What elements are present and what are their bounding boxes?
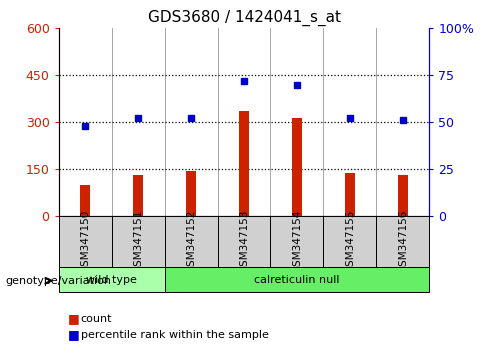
Bar [270, 216, 324, 267]
Text: wild type: wild type [86, 275, 137, 285]
Bar [59, 267, 164, 292]
Text: GSM347151: GSM347151 [133, 210, 143, 273]
Text: genotype/variation: genotype/variation [5, 276, 111, 286]
Bar [292, 118, 302, 216]
Bar [164, 216, 218, 267]
Bar [81, 185, 90, 216]
Text: GSM347152: GSM347152 [186, 210, 196, 273]
Bar [186, 171, 196, 216]
Bar [164, 267, 429, 292]
Bar [112, 216, 164, 267]
Bar [324, 216, 376, 267]
Text: count: count [81, 314, 112, 324]
Bar [218, 216, 270, 267]
Text: ■: ■ [68, 328, 80, 341]
Text: GSM347155: GSM347155 [345, 210, 355, 273]
Title: GDS3680 / 1424041_s_at: GDS3680 / 1424041_s_at [147, 9, 341, 25]
Text: GSM347153: GSM347153 [239, 210, 249, 273]
Bar [398, 175, 407, 216]
Text: ■: ■ [68, 312, 80, 325]
Text: GSM347150: GSM347150 [80, 210, 90, 273]
Bar [376, 216, 429, 267]
Text: GSM347154: GSM347154 [292, 210, 302, 273]
Text: calreticulin null: calreticulin null [254, 275, 340, 285]
Bar [345, 173, 355, 216]
Text: percentile rank within the sample: percentile rank within the sample [81, 330, 268, 339]
Bar [239, 111, 249, 216]
Bar [59, 216, 112, 267]
Bar [133, 175, 143, 216]
Text: GSM347156: GSM347156 [398, 210, 408, 273]
